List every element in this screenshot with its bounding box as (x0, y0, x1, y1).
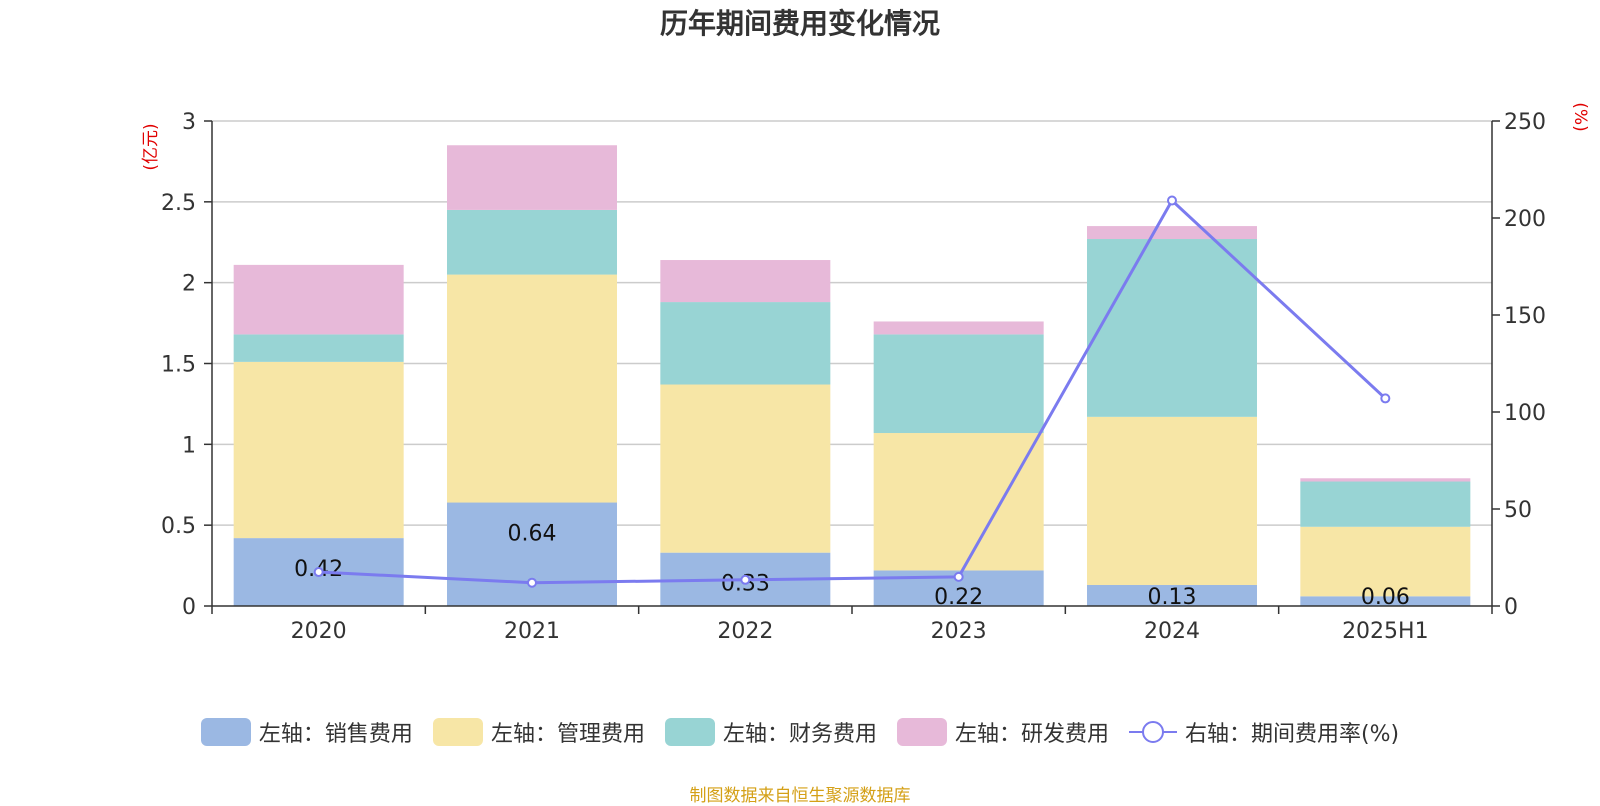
legend-label-rate: 右轴：期间费用率(%) (1184, 722, 1400, 747)
data-label-sales: 0.06 (1361, 585, 1410, 610)
bar-admin-2024 (1087, 416, 1257, 585)
bar-admin-2020 (233, 361, 404, 539)
bar-finance-2025H1 (1300, 481, 1471, 527)
x-tick-label: 2020 (291, 619, 347, 644)
x-tick-label: 2022 (717, 619, 773, 644)
legend-label-finance: 左轴：财务费用 (722, 722, 877, 747)
legend-item-rate[interactable]: 右轴：期间费用率(%) (1128, 716, 1400, 748)
chart-title: 历年期间费用变化情况 (659, 7, 940, 40)
left-tick-label: 1.5 (161, 353, 196, 378)
bar-finance-2022 (660, 302, 831, 385)
bar-admin-2022 (660, 384, 831, 553)
left-axis-unit: (亿元) (141, 123, 161, 170)
right-tick-label: 250 (1504, 110, 1546, 135)
x-tick-label: 2025H1 (1342, 619, 1429, 644)
rate-point-2024 (1167, 195, 1177, 206)
rate-point-2020 (313, 567, 324, 578)
source-note: 制图数据来自恒生聚源数据库 (689, 786, 911, 806)
left-tick-label: 2.5 (161, 191, 196, 216)
rate-point-2021 (527, 577, 537, 588)
x-tick-label: 2024 (1144, 619, 1200, 644)
right-axis-unit: (%) (1570, 102, 1590, 131)
x-tick-label: 2021 (504, 619, 560, 644)
bar-rd-2020 (233, 264, 404, 335)
bar-sales-2021 (447, 502, 617, 606)
right-tick-label: 0 (1504, 595, 1518, 620)
bar-finance-2020 (233, 334, 404, 362)
data-label-sales: 0.13 (1148, 585, 1197, 610)
bar-finance-2023 (873, 334, 1044, 434)
legend: 左轴：销售费用 左轴：管理费用 左轴：财务费用 左轴：研发费用 右轴：期间费用率… (0, 716, 1600, 748)
finance-swatch-icon (664, 718, 715, 746)
left-tick-label: 3 (182, 110, 196, 135)
legend-label-admin: 左轴：管理费用 (490, 722, 645, 747)
bar-rd-2021 (447, 145, 617, 210)
bar-rd-2022 (660, 260, 831, 303)
legend-item-finance[interactable]: 左轴：财务费用 (664, 716, 877, 748)
rate-point-2025H1 (1380, 393, 1391, 404)
left-tick-label: 1 (182, 433, 196, 458)
left-tick-label: 2 (182, 272, 196, 297)
bar-rd-2024 (1087, 226, 1257, 240)
bar-finance-2024 (1087, 239, 1257, 417)
bar-admin-2021 (447, 274, 617, 503)
x-tick-label: 2023 (931, 619, 987, 644)
left-tick-label: 0.5 (161, 514, 196, 539)
right-tick-label: 50 (1504, 498, 1532, 523)
bar-sales-2024 (1087, 584, 1257, 606)
left-tick-label: 0 (182, 595, 196, 620)
bar-sales-2025H1 (1300, 596, 1471, 606)
right-tick-label: 100 (1504, 401, 1546, 426)
legend-label-sales: 左轴：销售费用 (258, 722, 413, 747)
legend-item-admin[interactable]: 左轴：管理费用 (432, 716, 645, 748)
bar-admin-2023 (873, 433, 1044, 571)
legend-item-rd[interactable]: 左轴：研发费用 (896, 716, 1109, 748)
bar-rd-2025H1 (1300, 478, 1471, 482)
sales-swatch-icon (200, 718, 251, 746)
rate-point-2022 (740, 574, 751, 585)
right-tick-label: 200 (1504, 207, 1546, 232)
bar-finance-2021 (447, 209, 617, 275)
right-tick-label: 150 (1504, 304, 1546, 329)
admin-swatch-icon (432, 718, 483, 746)
line-circle-marker-icon (1128, 721, 1177, 743)
data-label-sales: 0.22 (934, 585, 983, 610)
rate-line (318, 198, 1387, 585)
legend-item-sales[interactable]: 左轴：销售费用 (200, 716, 413, 748)
legend-label-rd: 左轴：研发费用 (954, 722, 1109, 747)
rd-swatch-icon (896, 718, 947, 746)
rate-point-2023 (953, 571, 964, 582)
bar-rd-2023 (873, 321, 1044, 335)
data-label-sales: 0.64 (508, 522, 557, 547)
bar-admin-2025H1 (1300, 526, 1471, 597)
